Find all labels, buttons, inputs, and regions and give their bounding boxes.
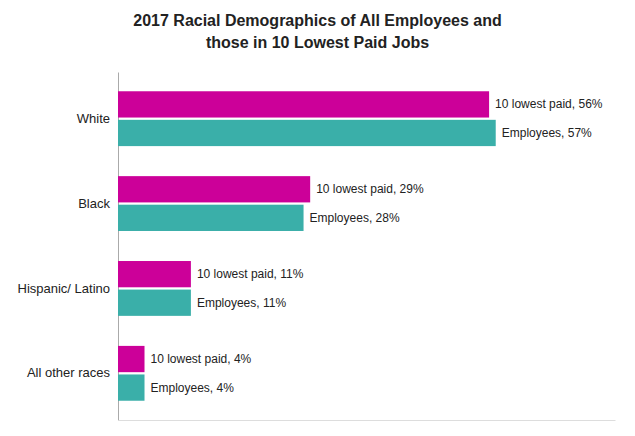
data-label: Employees, 11% xyxy=(197,296,286,310)
bar xyxy=(118,374,145,400)
data-label: Employees, 28% xyxy=(310,211,400,225)
bar xyxy=(118,120,496,146)
tick: Black xyxy=(78,196,110,211)
bar xyxy=(118,176,310,202)
bar xyxy=(118,91,489,117)
data-label: 10 lowest paid, 11% xyxy=(197,267,304,281)
data-label: 10 lowest paid, 29% xyxy=(316,182,424,196)
bar xyxy=(118,261,191,287)
data-label: Employees, 4% xyxy=(151,381,235,395)
tick: Hispanic/ Latino xyxy=(18,281,111,296)
tick-label: White xyxy=(77,111,110,126)
bar xyxy=(118,290,191,316)
tick-label: Black xyxy=(78,196,110,211)
data-labels: 10 lowest paid, 56% 10 lowest paid, 29% 10… xyxy=(151,97,603,394)
data-label: 10 lowest paid, 4% xyxy=(151,352,252,366)
tick: All other races xyxy=(27,365,111,380)
value-axis xyxy=(119,420,616,421)
bars xyxy=(118,91,496,400)
plot-area: White Black Hispanic/ Latino All other race… xyxy=(18,73,616,421)
category-axis: White Black Hispanic/ Latino All other race… xyxy=(18,73,119,421)
tick: White xyxy=(77,111,110,126)
data-label: Employees, 57% xyxy=(502,126,592,140)
tick-label: All other races xyxy=(27,365,111,380)
tick-label: Hispanic/ Latino xyxy=(18,281,111,296)
chart-container: 2017 Racial Demographics of All Employee… xyxy=(0,0,635,436)
data-label: 10 lowest paid, 56% xyxy=(495,97,603,111)
chart-title: 2017 Racial Demographics of All Employee… xyxy=(133,12,501,29)
chart-svg: 2017 Racial Demographics of All Employee… xyxy=(0,0,635,436)
bar xyxy=(118,346,145,372)
chart-title: those in 10 Lowest Paid Jobs xyxy=(206,34,429,51)
bar xyxy=(118,205,304,231)
axis-line xyxy=(119,420,616,421)
